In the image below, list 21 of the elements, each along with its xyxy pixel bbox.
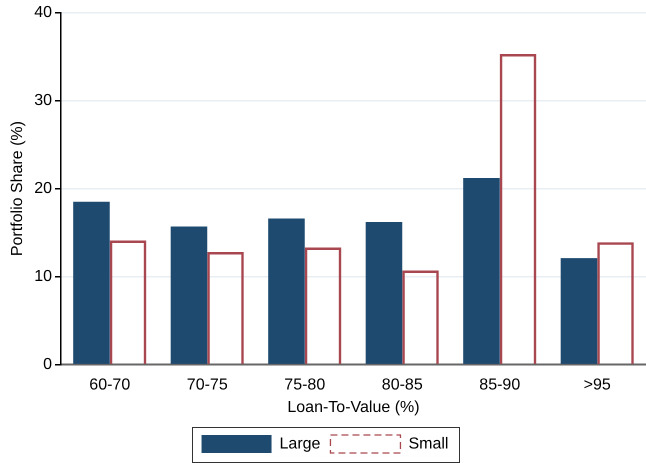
x-tick-label: 70-75 xyxy=(186,376,228,394)
y-axis-title: Portfolio Share (%) xyxy=(9,121,26,256)
x-tick-label: 60-70 xyxy=(89,376,130,394)
bar xyxy=(366,222,402,364)
bar xyxy=(170,226,208,364)
y-tick-label: 40 xyxy=(34,4,52,22)
x-axis-title: Loan-To-Value (%) xyxy=(287,398,420,416)
legend-label: Large xyxy=(280,435,321,452)
bar xyxy=(560,258,598,364)
bar xyxy=(73,202,110,364)
bar xyxy=(463,178,500,364)
y-tick-label: 30 xyxy=(34,92,52,110)
x-tick-label: 75-80 xyxy=(284,376,326,394)
y-tick-label: 0 xyxy=(43,356,52,374)
y-tick-label: 10 xyxy=(34,268,52,286)
y-tick-label: 20 xyxy=(34,180,52,198)
x-tick-label: 85-90 xyxy=(479,376,520,394)
x-tick-label: 80-85 xyxy=(382,376,423,394)
x-tick-label: >95 xyxy=(584,376,611,394)
bar xyxy=(268,218,305,364)
legend-label: Small xyxy=(408,435,448,452)
